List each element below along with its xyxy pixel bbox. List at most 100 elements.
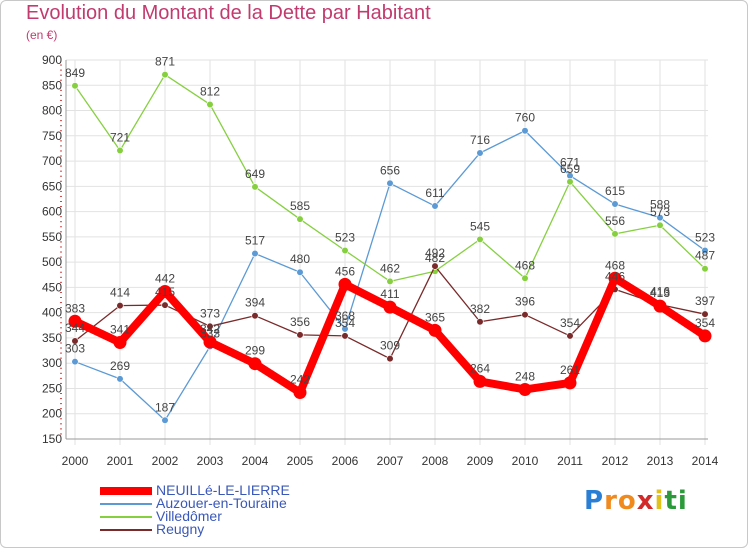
data-point bbox=[521, 274, 529, 282]
data-label: 383 bbox=[65, 301, 85, 315]
data-label: 411 bbox=[380, 287, 399, 301]
data-label: 344 bbox=[65, 321, 85, 335]
data-point bbox=[113, 335, 127, 349]
data-point bbox=[251, 249, 259, 258]
data-point bbox=[566, 332, 574, 340]
data-label: 671 bbox=[560, 156, 580, 170]
y-tick-label: 600 bbox=[42, 205, 62, 219]
y-tick-label: 550 bbox=[42, 230, 62, 244]
chart-title: Evolution du Montant de la Dette par Hab… bbox=[26, 2, 431, 24]
data-label: 849 bbox=[65, 66, 85, 80]
data-label: 354 bbox=[335, 316, 355, 330]
legend-swatch bbox=[100, 529, 152, 531]
data-point bbox=[116, 375, 124, 383]
data-point bbox=[116, 301, 124, 310]
data-point bbox=[518, 382, 532, 396]
data-label: 446 bbox=[605, 269, 625, 283]
data-label: 812 bbox=[200, 84, 220, 98]
data-label: 382 bbox=[470, 302, 490, 316]
data-label: 517 bbox=[245, 234, 265, 248]
y-tick-label: 700 bbox=[42, 154, 62, 168]
legend-label: Auzouer-en-Touraine bbox=[156, 495, 287, 511]
data-point bbox=[206, 322, 214, 330]
data-point bbox=[158, 284, 172, 298]
data-label: 456 bbox=[335, 264, 355, 278]
x-tick-label: 2007 bbox=[377, 454, 404, 468]
data-point bbox=[161, 301, 169, 309]
data-point bbox=[251, 312, 259, 320]
data-label: 523 bbox=[335, 231, 355, 245]
data-label: 413 bbox=[650, 286, 670, 300]
x-tick-label: 2000 bbox=[62, 454, 89, 468]
data-point bbox=[701, 246, 709, 255]
data-label: 394 bbox=[245, 296, 265, 310]
logo-letter: i bbox=[654, 486, 665, 516]
x-tick-label: 2013 bbox=[647, 454, 674, 468]
series-2 bbox=[71, 71, 709, 285]
chart-subtitle: (en €) bbox=[26, 28, 58, 42]
data-label: 242 bbox=[290, 373, 310, 387]
x-tick-label: 2001 bbox=[107, 454, 134, 468]
data-point bbox=[656, 221, 664, 229]
data-point bbox=[248, 357, 262, 371]
data-label: 261 bbox=[560, 363, 580, 377]
data-label: 373 bbox=[200, 306, 220, 320]
x-tick-label: 2003 bbox=[197, 454, 224, 468]
data-point bbox=[386, 179, 394, 187]
data-point bbox=[386, 277, 394, 285]
x-tick-label: 2004 bbox=[242, 454, 269, 468]
data-point bbox=[296, 215, 304, 223]
data-label: 248 bbox=[515, 369, 535, 383]
data-point bbox=[431, 202, 439, 210]
data-point bbox=[68, 314, 82, 328]
data-point bbox=[296, 331, 304, 339]
data-label: 659 bbox=[560, 162, 580, 176]
data-label: 462 bbox=[380, 261, 400, 275]
data-label: 585 bbox=[290, 199, 310, 213]
data-label: 333 bbox=[200, 327, 220, 341]
logo-letter: r bbox=[604, 486, 618, 516]
x-tick-label: 2006 bbox=[332, 454, 359, 468]
legend-label: Villedômer bbox=[156, 508, 222, 524]
data-label: 468 bbox=[515, 258, 535, 272]
data-label: 492 bbox=[425, 246, 445, 260]
data-label: 416 bbox=[650, 285, 670, 299]
data-label: 368 bbox=[335, 309, 355, 323]
data-point bbox=[161, 71, 169, 79]
data-label: 299 bbox=[245, 344, 265, 358]
y-tick-label: 450 bbox=[42, 280, 62, 294]
data-label: 611 bbox=[425, 186, 444, 200]
x-tick-label: 2014 bbox=[692, 454, 719, 468]
data-point bbox=[431, 262, 439, 270]
data-label: 342 bbox=[200, 322, 220, 336]
x-tick-label: 2012 bbox=[602, 454, 629, 468]
data-point bbox=[296, 268, 304, 276]
series bbox=[68, 71, 712, 424]
x-tick-label: 2010 bbox=[512, 454, 539, 468]
data-point bbox=[71, 337, 79, 345]
data-label: 573 bbox=[650, 205, 670, 219]
y-tick-label: 850 bbox=[42, 78, 62, 92]
data-label: 269 bbox=[110, 359, 130, 373]
x-tick-label: 2009 bbox=[467, 454, 494, 468]
axes: 150 200 250 300 350 400 450 500 550 600 650 700 750 8… bbox=[42, 53, 719, 468]
data-point bbox=[428, 323, 442, 337]
x-tick-label: 2011 bbox=[557, 454, 583, 468]
x-tick-label: 2008 bbox=[422, 454, 449, 468]
data-label: 415 bbox=[155, 285, 175, 299]
data-label: 356 bbox=[290, 315, 310, 329]
y-tick-label: 650 bbox=[42, 179, 62, 193]
data-label: 871 bbox=[155, 55, 175, 69]
data-point bbox=[203, 335, 217, 349]
y-tick-label: 500 bbox=[42, 255, 62, 269]
data-label: 396 bbox=[515, 295, 535, 309]
data-label: 365 bbox=[425, 310, 445, 324]
y-tick-label: 200 bbox=[42, 407, 62, 421]
data-label: 487 bbox=[695, 249, 715, 263]
data-label: 721 bbox=[110, 130, 130, 144]
y-tick-label: 750 bbox=[42, 129, 62, 143]
data-point bbox=[566, 178, 574, 186]
data-point bbox=[341, 246, 349, 255]
data-label: 264 bbox=[470, 361, 490, 375]
